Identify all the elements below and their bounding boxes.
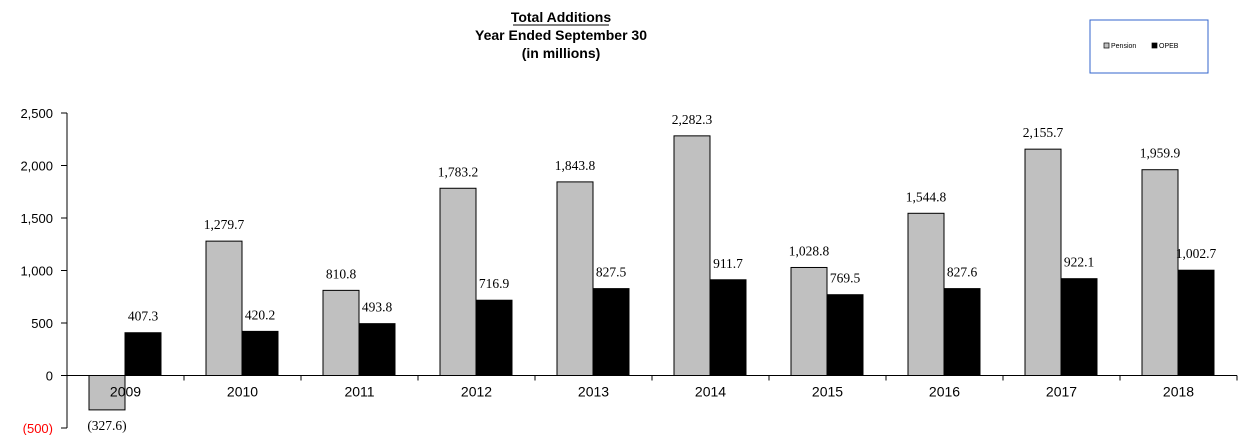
- data-label-pension-2015: 1,028.8: [789, 243, 830, 258]
- x-tick-label-2015: 2015: [812, 384, 843, 400]
- x-axis: 2009 2010 2011 2012 2013 2014 2015 2016 2017 2018: [66, 375, 1238, 400]
- legend-label-opeb: OPEB: [1159, 43, 1179, 50]
- chart-subtitle-line-1: Year Ended September 30: [475, 27, 647, 43]
- legend-label-pension: Pension: [1111, 43, 1136, 50]
- x-tick-label-2009: 2009: [110, 384, 141, 400]
- data-label-pension-2011: 810.8: [326, 266, 357, 281]
- bar-pension-2016: [907, 212, 945, 376]
- x-tick-label-2016: 2016: [929, 384, 960, 400]
- bar-pension-2011: [322, 289, 360, 376]
- y-tick-label: 2,500: [20, 106, 53, 121]
- legend-swatch-pension: [1103, 42, 1110, 49]
- data-label-pension-2012: 1,783.2: [438, 164, 479, 179]
- data-label-opeb-2016: 827.6: [947, 265, 978, 280]
- data-label-opeb-2012: 716.9: [479, 276, 510, 291]
- chart-subtitle-line-2: (in millions): [522, 45, 601, 61]
- legend: Pension OPEB: [1089, 19, 1209, 74]
- x-tick-label-2018: 2018: [1163, 384, 1194, 400]
- data-label-pension-2016: 1,544.8: [906, 189, 947, 204]
- y-tick-label: 1,500: [20, 211, 53, 226]
- data-label-pension-2014: 2,282.3: [672, 112, 713, 127]
- x-tick-label-2014: 2014: [695, 384, 726, 400]
- data-label-opeb-2015: 769.5: [830, 271, 861, 286]
- data-label-opeb-2010: 420.2: [245, 307, 275, 322]
- bar-opeb-2016: [943, 288, 981, 376]
- bar-opeb-2009: [124, 332, 162, 376]
- y-tick-label: 1,000: [20, 264, 53, 279]
- y-tick-label: 0: [46, 369, 53, 384]
- x-tick-label-2017: 2017: [1046, 384, 1077, 400]
- data-label-opeb-2011: 493.8: [362, 300, 393, 315]
- data-label-opeb-2013: 827.5: [596, 265, 627, 280]
- bar-opeb-2012: [475, 299, 513, 376]
- x-tick-label-2013: 2013: [578, 384, 609, 400]
- bar-pension-2009: [88, 375, 126, 411]
- data-label-opeb-2009: 407.3: [128, 309, 159, 324]
- data-label-pension-2017: 2,155.7: [1023, 125, 1064, 140]
- data-label-opeb-2018: 1,002.7: [1176, 246, 1217, 261]
- y-tick-label: 2,000: [20, 159, 53, 174]
- x-tick-label-2010: 2010: [227, 384, 258, 400]
- bar-pension-2018: [1141, 169, 1179, 376]
- chart-title: Total Additions: [511, 9, 612, 25]
- chart-title-block: Total Additions Year Ended September 30 …: [475, 9, 647, 61]
- bar-pension-2012: [439, 187, 477, 376]
- bar-opeb-2018: [1177, 269, 1215, 376]
- bar-opeb-2011: [358, 323, 396, 376]
- legend-box: [1089, 19, 1209, 74]
- bar-opeb-2013: [592, 288, 630, 376]
- bar-pension-2010: [205, 240, 243, 376]
- data-label-pension-2018: 1,959.9: [1140, 146, 1181, 161]
- bar-opeb-2010: [241, 330, 279, 376]
- y-tick-label: 500: [31, 316, 53, 331]
- x-tick-label-2012: 2012: [461, 384, 492, 400]
- plot-area: (327.6) 407.3 1,279.7 420.2 810.8 493.8 1,783.…: [87, 112, 1216, 433]
- y-tick-label: (500): [23, 421, 53, 435]
- x-tick-label-2011: 2011: [344, 384, 374, 400]
- bar-pension-2017: [1024, 148, 1062, 376]
- data-label-pension-2013: 1,843.8: [555, 158, 596, 173]
- legend-swatch-opeb: [1151, 42, 1158, 49]
- bar-pension-2015: [790, 266, 828, 377]
- data-label-pension-2010: 1,279.7: [204, 217, 245, 232]
- data-label-pension-2009: (327.6): [87, 418, 126, 433]
- data-label-opeb-2014: 911.7: [713, 256, 743, 271]
- bar-opeb-2015: [826, 294, 864, 377]
- bar-opeb-2017: [1060, 278, 1098, 377]
- data-label-opeb-2017: 922.1: [1064, 255, 1094, 270]
- bar-opeb-2014: [709, 279, 747, 377]
- bar-pension-2013: [556, 181, 594, 376]
- bar-pension-2014: [673, 135, 711, 376]
- y-axis: (500) 0 500 1,000 1,500 2,000 2,500: [20, 106, 68, 435]
